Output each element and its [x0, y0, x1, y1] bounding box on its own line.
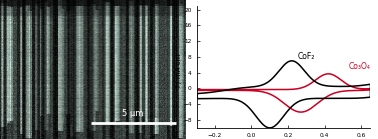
- Text: CoF₂: CoF₂: [297, 52, 314, 61]
- Text: 5 μm: 5 μm: [122, 109, 144, 117]
- Y-axis label: I / mA cm⁻²: I / mA cm⁻²: [175, 47, 182, 87]
- Text: Co₃O₄: Co₃O₄: [349, 62, 370, 71]
